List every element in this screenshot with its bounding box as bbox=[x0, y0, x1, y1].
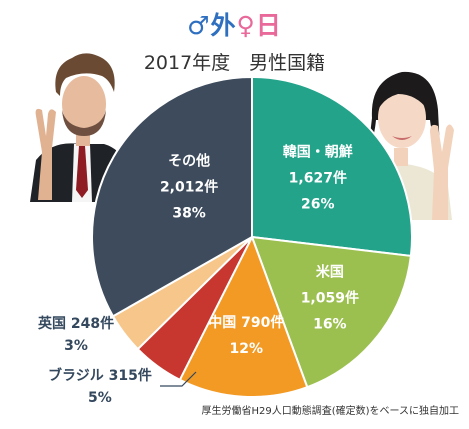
site-logo: ♂外♀日 bbox=[0, 6, 469, 42]
label-brazil-percent: 5% bbox=[88, 390, 112, 406]
slice-label-usa-percent: 16% bbox=[313, 316, 347, 332]
label-brazil-name: ブラジル bbox=[48, 368, 104, 384]
slice-label-other-name: その他 bbox=[168, 153, 210, 170]
label-uk-percent: 3% bbox=[64, 338, 88, 354]
slice-label-korea-count: 1,627件 bbox=[289, 170, 347, 187]
pie-slice-other bbox=[91, 75, 253, 318]
label-uk-name: 英国 bbox=[38, 316, 66, 332]
slice-label-usa-name: 米国 bbox=[316, 263, 344, 280]
slice-label-other-percent: 38% bbox=[172, 206, 206, 222]
female-symbol-icon: ♀ bbox=[236, 11, 256, 40]
pie-slice-china bbox=[178, 234, 309, 398]
chart-title: 2017年度 男性国籍 bbox=[143, 52, 326, 74]
logo-text-gai: 外 bbox=[210, 11, 237, 40]
label-uk: 英国 248件 3% bbox=[38, 313, 114, 357]
brazil-leader-line bbox=[160, 371, 197, 387]
pie-slice-korea bbox=[251, 75, 413, 258]
slice-label-china-name-count: 中国 790件 bbox=[208, 314, 284, 331]
slice-label-korea-name: 韓国・朝鮮 bbox=[283, 144, 353, 161]
male-symbol-icon: ♂ bbox=[187, 11, 211, 40]
label-brazil-count: 315件 bbox=[108, 368, 152, 384]
logo-text-nichi: 日 bbox=[255, 11, 282, 40]
source-note: 厚生労働省H29人口動態調査(確定数)をベースに独自加工 bbox=[201, 406, 459, 417]
label-uk-count: 248件 bbox=[70, 316, 115, 332]
pie-slice-usa bbox=[250, 235, 412, 389]
slice-label-china-percent: 12% bbox=[230, 341, 264, 357]
slice-label-usa-count: 1,059件 bbox=[301, 289, 359, 306]
slice-label-korea-percent: 26% bbox=[301, 197, 335, 213]
slice-label-other-count: 2,012件 bbox=[160, 179, 218, 196]
label-brazil: ブラジル 315件 5% bbox=[48, 365, 152, 409]
